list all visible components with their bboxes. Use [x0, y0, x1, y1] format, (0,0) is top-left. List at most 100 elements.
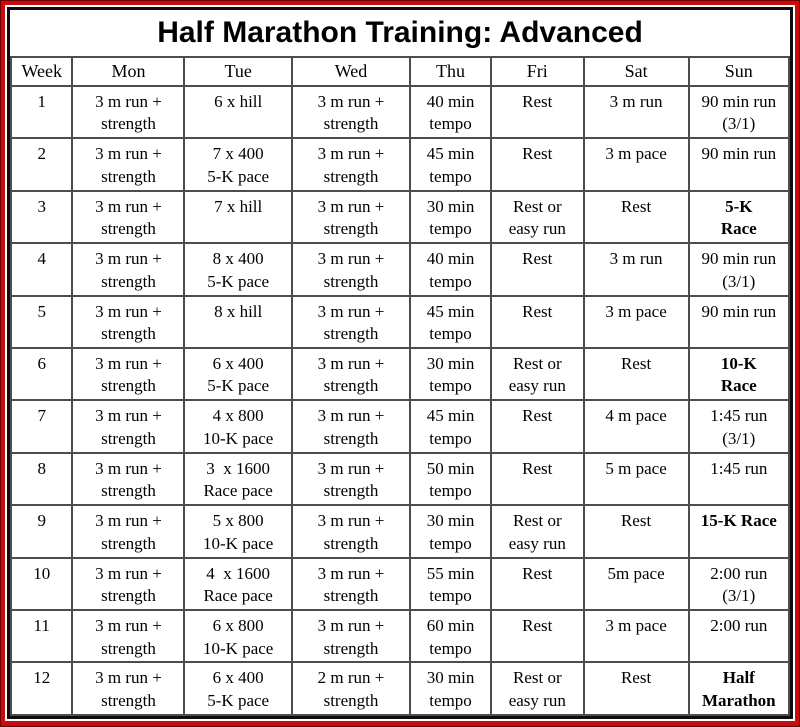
column-header-fri: Fri	[490, 56, 585, 87]
cell-week7-thu: 45 min tempo	[409, 399, 492, 454]
cell-week3-fri: Rest or easy run	[490, 189, 585, 245]
cell-week6-thu: 30 min tempo	[409, 347, 492, 402]
cell-week-number: 10	[10, 556, 74, 612]
cell-week6-wed: 3 m run + strength	[290, 347, 412, 402]
cell-week10-thu: 55 min tempo	[409, 556, 492, 612]
cell-week11-wed: 3 m run + strength	[290, 609, 412, 664]
cell-week3-sun: 5-K Race	[687, 189, 790, 245]
cell-week2-sat: 3 m pace	[582, 137, 690, 192]
cell-week3-wed: 3 m run + strength	[290, 189, 412, 245]
cell-week7-sat: 4 m pace	[582, 399, 690, 454]
cell-week8-mon: 3 m run + strength	[71, 451, 186, 507]
cell-week12-sun: Half Marathon	[687, 661, 790, 716]
cell-week5-wed: 3 m run + strength	[290, 294, 412, 350]
cell-week9-mon: 3 m run + strength	[71, 504, 186, 559]
cell-week7-sun: 1:45 run (3/1)	[687, 399, 790, 454]
cell-week10-mon: 3 m run + strength	[71, 556, 186, 612]
cell-week4-tue: 8 x 400 5-K pace	[183, 242, 293, 297]
cell-week8-sun: 1:45 run	[687, 451, 790, 507]
week-row-12: 12 3 m run + strength 6 x 400 5-K pace 2 m …	[10, 661, 790, 716]
cell-week5-fri: Rest	[490, 294, 585, 350]
cell-week-number: 11	[10, 609, 74, 664]
cell-week11-mon: 3 m run + strength	[71, 609, 186, 664]
cell-week7-wed: 3 m run + strength	[290, 399, 412, 454]
cell-week10-wed: 3 m run + strength	[290, 556, 412, 612]
cell-week8-sat: 5 m pace	[582, 451, 690, 507]
cell-week12-sat: Rest	[582, 661, 690, 716]
cell-week8-fri: Rest	[490, 451, 585, 507]
column-header-mon: Mon	[71, 56, 186, 87]
column-header-sun: Sun	[687, 56, 790, 87]
cell-week4-thu: 40 min tempo	[409, 242, 492, 297]
week-row-10: 10 3 m run + strength 4 x 1600 Race pace 3 …	[10, 556, 790, 612]
cell-week7-mon: 3 m run + strength	[71, 399, 186, 454]
column-header-wed: Wed	[290, 56, 412, 87]
schedule-card: Half Marathon Training: Advanced Week Mon…	[7, 7, 793, 719]
cell-week2-mon: 3 m run + strength	[71, 137, 186, 192]
cell-week8-tue: 3 x 1600 Race pace	[183, 451, 293, 507]
cell-week10-fri: Rest	[490, 556, 585, 612]
cell-week1-tue: 6 x hill	[183, 84, 293, 140]
cell-week2-fri: Rest	[490, 137, 585, 192]
column-header-sat: Sat	[582, 56, 690, 87]
cell-week4-wed: 3 m run + strength	[290, 242, 412, 297]
cell-week8-thu: 50 min tempo	[409, 451, 492, 507]
cell-week5-sat: 3 m pace	[582, 294, 690, 350]
cell-week12-tue: 6 x 400 5-K pace	[183, 661, 293, 716]
cell-week5-thu: 45 min tempo	[409, 294, 492, 350]
cell-week6-mon: 3 m run + strength	[71, 347, 186, 402]
cell-week12-fri: Rest or easy run	[490, 661, 585, 716]
cell-week1-sun: 90 min run (3/1)	[687, 84, 790, 140]
cell-week9-sat: Rest	[582, 504, 690, 559]
cell-week9-tue: 5 x 800 10-K pace	[183, 504, 293, 559]
cell-week12-mon: 3 m run + strength	[71, 661, 186, 716]
cell-week9-wed: 3 m run + strength	[290, 504, 412, 559]
week-row-11: 11 3 m run + strength 6 x 800 10-K pace 3 m…	[10, 609, 790, 664]
cell-week8-wed: 3 m run + strength	[290, 451, 412, 507]
cell-week5-sun: 90 min run	[687, 294, 790, 350]
cell-week3-tue: 7 x hill	[183, 189, 293, 245]
cell-week11-thu: 60 min tempo	[409, 609, 492, 664]
cell-week10-sun: 2:00 run (3/1)	[687, 556, 790, 612]
cell-week9-sun: 15-K Race	[687, 504, 790, 559]
cell-week9-fri: Rest or easy run	[490, 504, 585, 559]
cell-week1-wed: 3 m run + strength	[290, 84, 412, 140]
cell-week2-tue: 7 x 400 5-K pace	[183, 137, 293, 192]
cell-week4-sun: 90 min run (3/1)	[687, 242, 790, 297]
cell-week3-mon: 3 m run + strength	[71, 189, 186, 245]
cell-week4-fri: Rest	[490, 242, 585, 297]
cell-week-number: 1	[10, 84, 74, 140]
cell-week12-wed: 2 m run + strength	[290, 661, 412, 716]
cell-week5-mon: 3 m run + strength	[71, 294, 186, 350]
cell-week-number: 4	[10, 242, 74, 297]
cell-week7-tue: 4 x 800 10-K pace	[183, 399, 293, 454]
cell-week-number: 5	[10, 294, 74, 350]
cell-week12-thu: 30 min tempo	[409, 661, 492, 716]
page-title: Half Marathon Training: Advanced	[157, 16, 643, 49]
cell-week10-tue: 4 x 1600 Race pace	[183, 556, 293, 612]
header-row: Week Mon Tue Wed Thu Fri Sat Sun	[10, 56, 790, 87]
cell-week2-sun: 90 min run	[687, 137, 790, 192]
cell-week6-sun: 10-K Race	[687, 347, 790, 402]
cell-week2-thu: 45 min tempo	[409, 137, 492, 192]
cell-week4-sat: 3 m run	[582, 242, 690, 297]
cell-week9-thu: 30 min tempo	[409, 504, 492, 559]
column-header-tue: Tue	[183, 56, 293, 87]
cell-week7-fri: Rest	[490, 399, 585, 454]
cell-week1-mon: 3 m run + strength	[71, 84, 186, 140]
cell-week6-fri: Rest or easy run	[490, 347, 585, 402]
cell-week-number: 9	[10, 504, 74, 559]
cell-week1-fri: Rest	[490, 84, 585, 140]
cell-week-number: 8	[10, 451, 74, 507]
cell-week3-thu: 30 min tempo	[409, 189, 492, 245]
cell-week2-wed: 3 m run + strength	[290, 137, 412, 192]
cell-week4-mon: 3 m run + strength	[71, 242, 186, 297]
